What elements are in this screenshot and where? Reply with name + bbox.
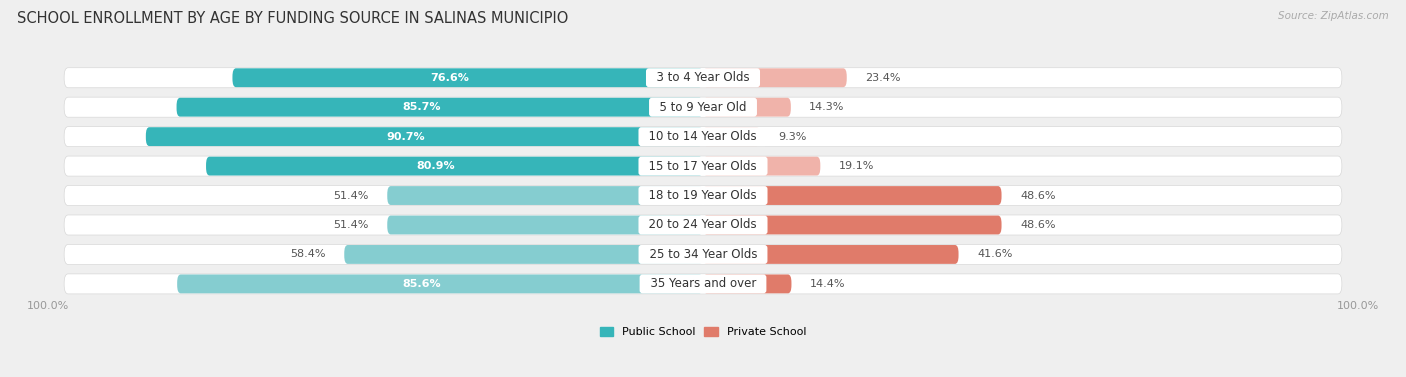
Text: 3 to 4 Year Olds: 3 to 4 Year Olds [650,71,756,84]
Text: 58.4%: 58.4% [290,250,326,259]
FancyBboxPatch shape [387,186,703,205]
FancyBboxPatch shape [65,127,1341,147]
FancyBboxPatch shape [703,274,792,293]
FancyBboxPatch shape [703,98,790,116]
FancyBboxPatch shape [703,127,761,146]
Text: 19.1%: 19.1% [839,161,875,171]
Text: 10 to 14 Year Olds: 10 to 14 Year Olds [641,130,765,143]
Text: SCHOOL ENROLLMENT BY AGE BY FUNDING SOURCE IN SALINAS MUNICIPIO: SCHOOL ENROLLMENT BY AGE BY FUNDING SOUR… [17,11,568,26]
Text: 48.6%: 48.6% [1019,220,1056,230]
Text: 20 to 24 Year Olds: 20 to 24 Year Olds [641,219,765,231]
FancyBboxPatch shape [146,127,703,146]
FancyBboxPatch shape [65,185,1341,205]
Text: 35 Years and over: 35 Years and over [643,277,763,290]
FancyBboxPatch shape [703,245,959,264]
FancyBboxPatch shape [65,97,1341,117]
Text: 23.4%: 23.4% [865,73,901,83]
Text: 15 to 17 Year Olds: 15 to 17 Year Olds [641,159,765,173]
Text: 80.9%: 80.9% [416,161,456,171]
Text: 51.4%: 51.4% [333,190,368,201]
FancyBboxPatch shape [703,216,1001,234]
Text: 90.7%: 90.7% [387,132,425,142]
FancyBboxPatch shape [65,156,1341,176]
Text: 85.7%: 85.7% [402,102,440,112]
FancyBboxPatch shape [207,157,703,176]
FancyBboxPatch shape [177,98,703,116]
FancyBboxPatch shape [65,215,1341,235]
Text: 25 to 34 Year Olds: 25 to 34 Year Olds [641,248,765,261]
FancyBboxPatch shape [177,274,703,293]
Text: 100.0%: 100.0% [1337,301,1379,311]
Text: 5 to 9 Year Old: 5 to 9 Year Old [652,101,754,114]
FancyBboxPatch shape [387,216,703,234]
Text: 85.6%: 85.6% [402,279,441,289]
Text: 41.6%: 41.6% [977,250,1012,259]
Text: 76.6%: 76.6% [430,73,468,83]
FancyBboxPatch shape [703,186,1001,205]
FancyBboxPatch shape [65,244,1341,264]
Text: 9.3%: 9.3% [779,132,807,142]
Text: 100.0%: 100.0% [27,301,69,311]
Text: Source: ZipAtlas.com: Source: ZipAtlas.com [1278,11,1389,21]
FancyBboxPatch shape [232,68,703,87]
Text: 51.4%: 51.4% [333,220,368,230]
FancyBboxPatch shape [703,68,846,87]
Legend: Public School, Private School: Public School, Private School [595,322,811,342]
Text: 18 to 19 Year Olds: 18 to 19 Year Olds [641,189,765,202]
Text: 48.6%: 48.6% [1019,190,1056,201]
Text: 14.3%: 14.3% [810,102,845,112]
FancyBboxPatch shape [703,157,820,176]
FancyBboxPatch shape [344,245,703,264]
FancyBboxPatch shape [65,68,1341,88]
FancyBboxPatch shape [65,274,1341,294]
Text: 14.4%: 14.4% [810,279,845,289]
